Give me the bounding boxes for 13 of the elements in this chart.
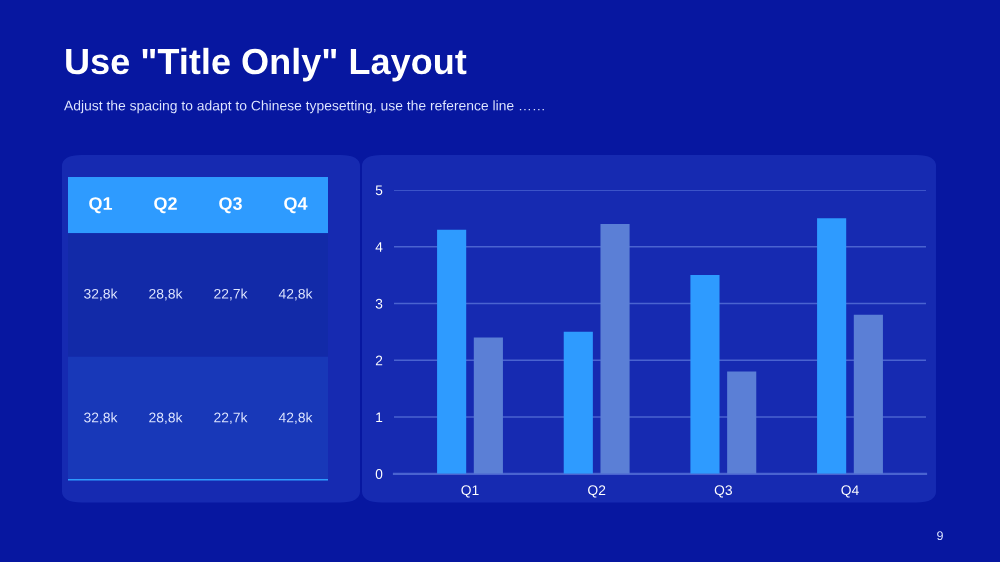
category-label: Q4 <box>284 197 308 214</box>
category-label: Q2 <box>154 197 177 214</box>
bar <box>853 314 883 474</box>
bar <box>437 229 467 474</box>
bar <box>563 331 593 474</box>
bar <box>690 275 720 474</box>
bar <box>727 371 757 474</box>
bar <box>473 337 503 474</box>
bar <box>600 224 630 474</box>
category-label: Q3 <box>219 197 242 214</box>
text: Use "Title Only" Layout <box>66 47 467 82</box>
category-label: Q1 <box>89 197 113 214</box>
bar <box>817 218 847 474</box>
